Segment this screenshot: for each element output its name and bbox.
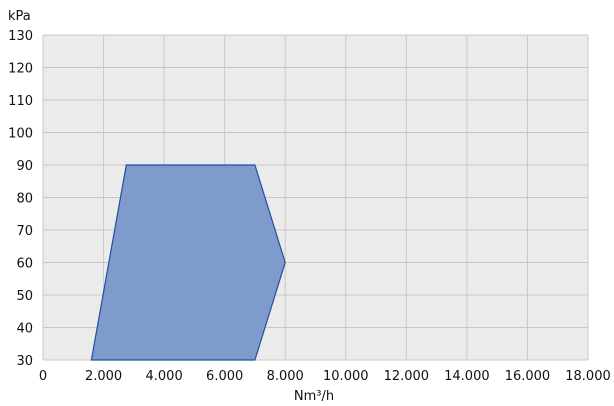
x-tick-label: 4.000 — [146, 369, 183, 384]
y-tick-label: 80 — [16, 192, 33, 207]
y-tick-label: 100 — [8, 127, 33, 142]
x-tick-label: 6.000 — [206, 369, 243, 384]
y-tick-label: 120 — [8, 62, 33, 77]
x-tick-label: 18.000 — [565, 369, 611, 384]
x-axis-title: Nm³/h — [294, 389, 334, 404]
y-tick-label: 50 — [16, 289, 33, 304]
y-tick-label: 40 — [16, 322, 33, 337]
operating-area — [90, 164, 286, 361]
y-tick-label: 110 — [8, 94, 33, 109]
y-tick-label: 130 — [8, 29, 33, 44]
x-tick-label: 0 — [39, 369, 47, 384]
y-tick-label: 60 — [16, 257, 33, 272]
y-tick-label: 90 — [16, 159, 33, 174]
x-tick-label: 8.000 — [267, 369, 304, 384]
y-axis-title: kPa — [8, 9, 31, 24]
x-tick-label: 12.000 — [384, 369, 430, 384]
x-axis-ticks: 0 2.000 4.000 6.000 8.000 10.000 12.000 14.000 1… — [39, 369, 611, 384]
x-tick-label: 2.000 — [85, 369, 122, 384]
x-tick-label: 14.000 — [444, 369, 490, 384]
y-tick-label: 30 — [16, 354, 33, 369]
x-tick-label: 16.000 — [505, 369, 551, 384]
x-tick-label: 10.000 — [323, 369, 369, 384]
y-axis-ticks: 30 40 50 60 70 80 90 100 110 120 130 — [8, 29, 33, 369]
y-tick-label: 70 — [16, 224, 33, 239]
grid-lines — [42, 34, 589, 361]
